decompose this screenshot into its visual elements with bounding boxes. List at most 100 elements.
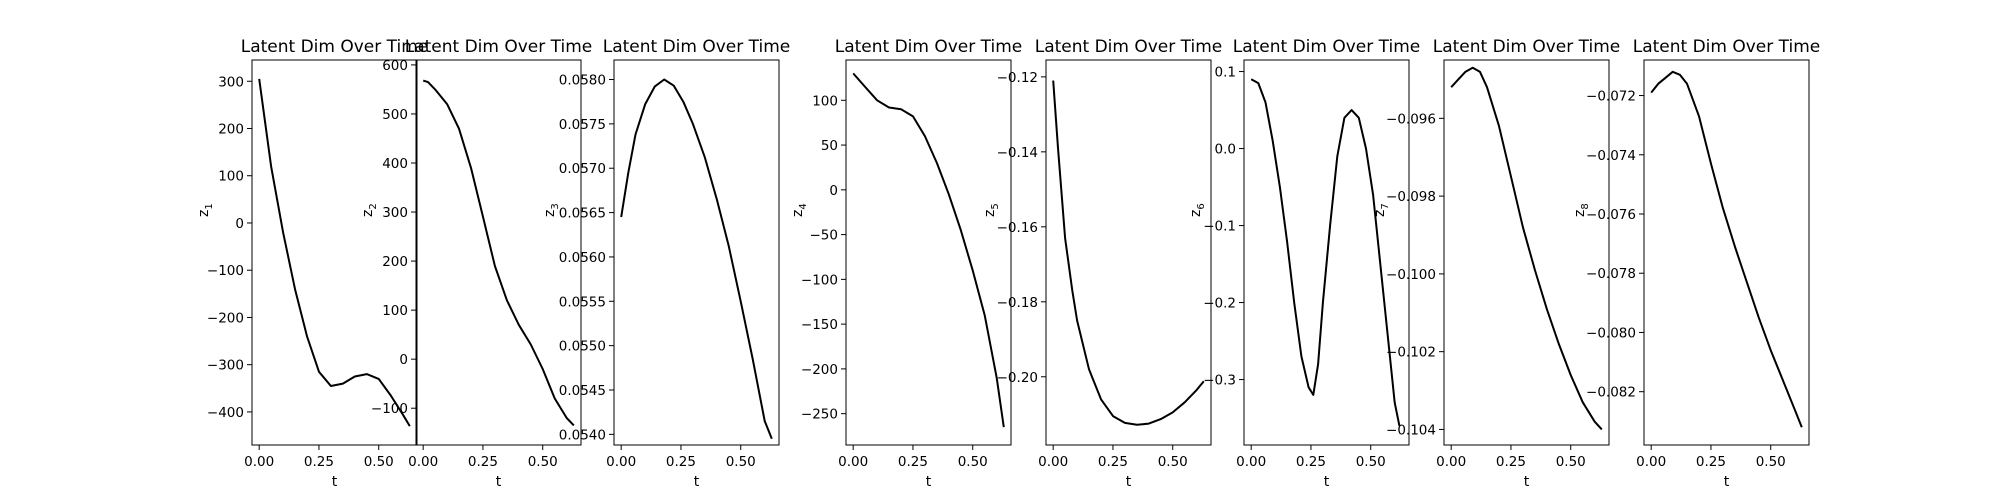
chart-8: Latent Dim Over Time 0.00 0.25 0.50 −0.072 −0… (1572, 37, 1820, 490)
series-line (258, 78, 411, 427)
x-axis-label: t (1724, 474, 1730, 490)
y-tick-label: 0 (829, 183, 838, 199)
series-line (1450, 66, 1603, 431)
x-axis-label: t (332, 474, 338, 490)
x-tick-label: 0.25 (1296, 454, 1326, 470)
y-tick-label: 0.0565 (559, 206, 606, 222)
y-tick-label: −0.076 (1586, 207, 1636, 223)
chart-4: Latent Dim Over Time 0.00 0.25 0.50 100 50 0 −5… (790, 37, 1022, 490)
chart-title: Latent Dim Over Time (603, 37, 791, 57)
x-tick-label: 0.25 (1696, 454, 1726, 470)
y-axis-label: z4 (790, 203, 809, 217)
x-tick-label: 0.50 (726, 454, 756, 470)
y-tick-label: −0.102 (1386, 345, 1436, 361)
series-line (620, 78, 773, 440)
y-axis-label: z5 (982, 203, 1001, 217)
chart-title: Latent Dim Over Time (405, 37, 593, 57)
y-tick-label: −150 (801, 317, 838, 333)
y-tick-label: 600 (382, 58, 408, 74)
y-tick-label: −0.2 (1203, 296, 1236, 312)
y-tick-label: −0.104 (1386, 422, 1436, 438)
y-tick-label: −0.16 (997, 220, 1038, 236)
y-axis-label-main: z (1572, 210, 1588, 217)
plot-frame (251, 59, 418, 446)
y-axis-label: z8 (1572, 203, 1591, 217)
plot-frame (613, 59, 780, 446)
y-tick-label: −0.078 (1586, 266, 1636, 282)
y-tick-label: −0.080 (1586, 325, 1636, 341)
x-tick-label: 0.25 (898, 454, 928, 470)
y-axis-label-main: z (790, 210, 806, 217)
y-axis-label: z7 (1372, 203, 1391, 217)
series-line (422, 79, 575, 427)
x-tick-label: 0.00 (838, 454, 868, 470)
y-tick-label: 300 (218, 74, 244, 90)
y-axis-label-subscript: 6 (1196, 203, 1207, 209)
x-tick-label: 0.25 (304, 454, 334, 470)
x-tick-label: 0.50 (1556, 454, 1586, 470)
plot-frame (1045, 59, 1212, 446)
y-tick-label: 0.0575 (559, 117, 606, 133)
x-axis-label: t (694, 474, 700, 490)
plot-frame (1643, 59, 1810, 446)
x-tick-label: 0.00 (1636, 454, 1666, 470)
chart-3: Latent Dim Over Time 0.00 0.25 0.50 0.0580 0.… (542, 37, 790, 490)
y-tick-label: −0.1 (1203, 219, 1236, 235)
x-tick-label: 0.00 (1038, 454, 1068, 470)
series-line (1650, 70, 1803, 428)
x-tick-label: 0.50 (1356, 454, 1386, 470)
y-tick-label: −100 (207, 263, 244, 279)
y-tick-label: 100 (382, 303, 408, 319)
x-axis-label: t (1524, 474, 1530, 490)
chart-2: Latent Dim Over Time 0.00 0.25 0.50 600 500 40… (360, 37, 592, 490)
chart-7: Latent Dim Over Time 0.00 0.25 0.50 −0.096 −0… (1372, 37, 1620, 490)
y-tick-label: 0.0540 (559, 427, 606, 443)
y-axis-label: z6 (1188, 203, 1207, 217)
y-axis-label: z2 (360, 203, 379, 217)
y-tick-label: −0.12 (997, 70, 1038, 86)
y-axis-label-subscript: 8 (1580, 203, 1591, 209)
y-tick-label: 0.1 (1215, 65, 1236, 81)
series-line (1052, 80, 1205, 426)
y-tick-label: 0.0555 (559, 294, 606, 310)
y-axis-label-subscript: 1 (204, 203, 215, 209)
chart-title: Latent Dim Over Time (241, 37, 429, 57)
y-tick-label: −0.20 (997, 370, 1038, 386)
y-axis-label-subscript: 5 (990, 203, 1001, 209)
y-tick-label: 0 (399, 352, 408, 368)
y-tick-label: 200 (218, 121, 244, 137)
x-tick-label: 0.00 (1236, 454, 1266, 470)
y-tick-label: −0.14 (997, 145, 1038, 161)
x-tick-label: 0.25 (468, 454, 498, 470)
chart-title: Latent Dim Over Time (1433, 37, 1621, 57)
y-tick-label: −200 (207, 310, 244, 326)
chart-title: Latent Dim Over Time (835, 37, 1023, 57)
x-axis-label: t (496, 474, 502, 490)
x-tick-label: 0.50 (364, 454, 394, 470)
y-tick-label: 300 (382, 205, 408, 221)
chart-title: Latent Dim Over Time (1633, 37, 1821, 57)
y-tick-label: −250 (801, 407, 838, 423)
y-tick-label: 200 (382, 254, 408, 270)
x-tick-label: 0.00 (244, 454, 274, 470)
y-tick-label: 50 (821, 138, 838, 154)
y-tick-label: −300 (207, 358, 244, 374)
y-tick-label: −0.3 (1203, 373, 1236, 389)
y-tick-label: 400 (382, 156, 408, 172)
y-tick-label: −0.100 (1386, 267, 1436, 283)
y-axis-label-main: z (1188, 210, 1204, 217)
chart-title: Latent Dim Over Time (1035, 37, 1223, 57)
y-axis-label-subscript: 7 (1380, 203, 1391, 209)
y-tick-label: 500 (382, 107, 408, 123)
y-axis-label-subscript: 2 (368, 203, 379, 209)
y-axis-label-subscript: 3 (550, 203, 561, 209)
y-axis-label-main: z (196, 210, 212, 217)
y-tick-label: −0.18 (997, 295, 1038, 311)
y-tick-label: −0.074 (1586, 148, 1636, 164)
x-tick-label: 0.50 (1158, 454, 1188, 470)
y-axis-label-main: z (1372, 210, 1388, 217)
y-axis-label-main: z (542, 210, 558, 217)
y-tick-label: −200 (801, 362, 838, 378)
plot-frame (415, 59, 582, 446)
